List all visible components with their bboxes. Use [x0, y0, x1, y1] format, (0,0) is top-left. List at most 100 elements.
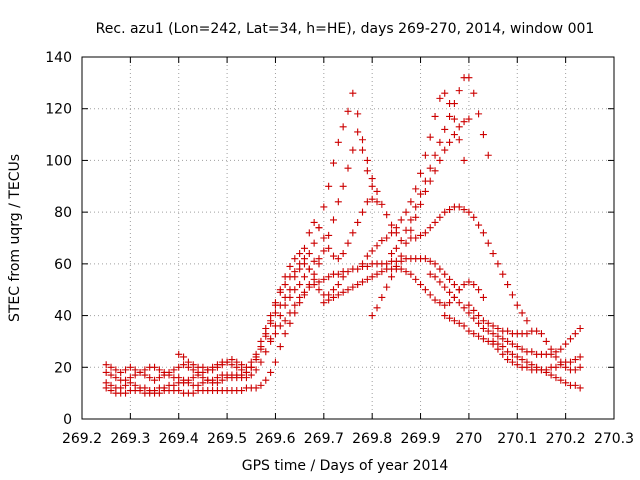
data-point — [475, 286, 483, 294]
x-tick-label: 269.9 — [400, 431, 440, 447]
data-point — [223, 374, 231, 382]
data-point — [407, 216, 415, 224]
data-point — [494, 325, 502, 332]
data-point — [262, 376, 270, 384]
data-point — [363, 167, 371, 175]
data-point — [180, 361, 188, 369]
data-point — [184, 376, 192, 384]
data-point — [562, 340, 570, 348]
data-point — [431, 151, 439, 159]
data-point — [504, 348, 512, 356]
data-point — [102, 384, 110, 392]
y-tick-label: 20 — [54, 360, 72, 376]
data-point — [450, 317, 458, 325]
data-point — [417, 190, 425, 198]
x-tick-label: 270 — [456, 431, 483, 447]
data-point — [431, 260, 439, 268]
data-point — [344, 268, 352, 276]
data-point — [436, 213, 444, 221]
data-point — [378, 237, 386, 245]
data-point — [107, 363, 115, 371]
plot-frame — [81, 56, 615, 420]
chart-title: Rec. azu1 (Lon=242, Lat=34, h=HE), days … — [96, 21, 595, 37]
data-point — [470, 330, 478, 338]
data-point — [460, 156, 468, 164]
data-point — [446, 288, 454, 296]
data-point — [431, 112, 439, 120]
x-tick-label: 269.8 — [352, 431, 392, 447]
data-point — [286, 273, 294, 281]
data-point — [228, 356, 236, 364]
data-point — [334, 281, 342, 289]
data-point — [504, 281, 512, 289]
data-point — [276, 312, 284, 320]
data-point — [446, 112, 454, 120]
data-point — [455, 319, 463, 327]
data-point — [542, 368, 550, 376]
data-point — [441, 208, 449, 216]
data-point — [533, 327, 541, 335]
data-point — [450, 100, 458, 108]
data-point — [455, 286, 463, 294]
data-point — [441, 89, 449, 97]
data-point — [242, 374, 250, 382]
data-point — [300, 273, 308, 281]
data-point — [344, 286, 352, 294]
data-point — [441, 125, 449, 133]
data-point — [421, 187, 429, 195]
data-point — [151, 376, 159, 384]
data-point — [455, 299, 463, 307]
data-point — [267, 319, 275, 327]
data-point — [223, 358, 231, 366]
data-point — [470, 281, 478, 289]
data-point — [238, 387, 246, 395]
data-point — [479, 229, 487, 237]
data-point — [542, 337, 550, 345]
data-point — [489, 322, 497, 330]
data-point — [455, 136, 463, 144]
data-point — [508, 340, 516, 348]
data-point — [402, 208, 410, 216]
data-point — [296, 281, 304, 289]
y-axis-title: STEC from uqrg / TECUs — [7, 154, 23, 322]
data-point — [334, 198, 342, 206]
data-point — [296, 265, 304, 273]
data-point — [397, 265, 405, 273]
data-point — [271, 330, 279, 338]
data-point — [576, 325, 584, 332]
data-point — [475, 221, 483, 229]
data-point — [431, 218, 439, 226]
data-point — [339, 182, 347, 190]
data-point — [334, 270, 342, 278]
data-point — [421, 286, 429, 294]
data-point — [436, 94, 444, 102]
data-point — [450, 115, 458, 123]
data-point — [310, 270, 318, 278]
data-point — [479, 335, 487, 343]
data-point — [441, 270, 449, 278]
data-point — [479, 325, 487, 332]
data-point — [363, 275, 371, 283]
data-point — [470, 89, 478, 97]
data-point — [339, 250, 347, 258]
data-point — [320, 299, 328, 307]
data-point — [102, 361, 110, 369]
data-point — [291, 301, 299, 309]
data-point — [354, 128, 362, 136]
data-point — [233, 358, 241, 366]
data-point — [368, 175, 376, 183]
data-point — [165, 371, 173, 379]
data-point — [286, 262, 294, 270]
data-point — [465, 301, 473, 309]
data-point — [392, 224, 400, 232]
data-point — [470, 306, 478, 314]
data-point — [426, 133, 434, 141]
data-point — [499, 270, 507, 278]
data-point — [436, 265, 444, 273]
data-point — [484, 327, 492, 335]
data-point — [412, 234, 420, 242]
data-point — [412, 203, 420, 211]
data-point — [126, 363, 134, 371]
data-point — [431, 296, 439, 304]
data-point — [257, 337, 265, 345]
